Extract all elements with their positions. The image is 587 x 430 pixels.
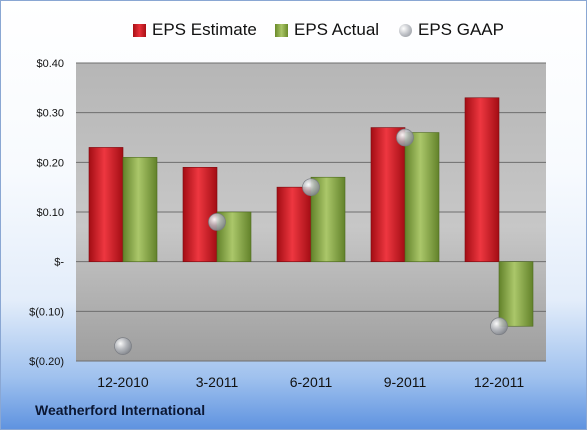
legend-swatch-eps-gaap — [399, 23, 412, 37]
bar-eps-estimate-12-2011 — [464, 97, 500, 262]
bar-eps-estimate-12-2010 — [88, 147, 124, 262]
legend: EPS Estimate EPS Actual EPS GAAP — [1, 17, 586, 43]
legend-label-eps-actual: EPS Actual — [294, 20, 380, 39]
bar-eps-estimate-6-2011 — [276, 186, 312, 262]
x-axis: 12-2010 3-2011 6-2011 9-2011 12-2011 — [97, 374, 524, 390]
gaap-markers — [114, 128, 508, 355]
y-tick-label: $0.10 — [36, 207, 64, 219]
bar-eps-actual-12-2010 — [122, 157, 158, 262]
y-tick-label: $(0.10) — [29, 306, 64, 318]
y-tick-label: $0.20 — [36, 157, 64, 169]
y-tick-label: $0.30 — [36, 108, 64, 120]
marker-eps-gaap-3-2011 — [208, 213, 226, 231]
marker-eps-gaap-6-2011 — [302, 178, 320, 197]
y-tick-label: $(0.20) — [29, 356, 64, 368]
x-tick-label: 6-2011 — [290, 374, 333, 390]
marker-eps-gaap-12-2010 — [114, 337, 132, 355]
legend-item-eps-gaap: EPS GAAP — [399, 17, 504, 43]
x-tick-label: 12-2010 — [97, 374, 149, 390]
legend-item-eps-actual: EPS Actual — [275, 17, 379, 43]
legend-label-eps-estimate: EPS Estimate — [152, 20, 257, 39]
y-tick-label: $0.40 — [36, 58, 64, 70]
bars — [88, 97, 534, 327]
marker-eps-gaap-9-2011 — [396, 128, 414, 147]
x-tick-label: 9-2011 — [384, 374, 427, 390]
x-tick-label: 3-2011 — [196, 374, 239, 390]
bar-eps-actual-12-2011 — [498, 261, 534, 327]
legend-swatch-eps-actual — [275, 23, 288, 37]
marker-eps-gaap-12-2011 — [490, 317, 508, 336]
legend-label-eps-gaap: EPS GAAP — [418, 20, 504, 39]
legend-swatch-eps-estimate — [133, 23, 146, 37]
bar-eps-actual-9-2011 — [404, 132, 440, 262]
x-tick-label: 12-2011 — [474, 374, 525, 390]
legend-item-eps-estimate: EPS Estimate — [133, 17, 257, 43]
bar-eps-estimate-3-2011 — [182, 167, 218, 262]
y-axis: $0.40 $0.30 $0.20 $0.10 $- $(0.10) $(0.20) — [29, 58, 64, 368]
company-name: Weatherford International — [35, 402, 206, 418]
bar-eps-estimate-9-2011 — [370, 127, 406, 262]
y-tick-label: $- — [54, 257, 64, 269]
